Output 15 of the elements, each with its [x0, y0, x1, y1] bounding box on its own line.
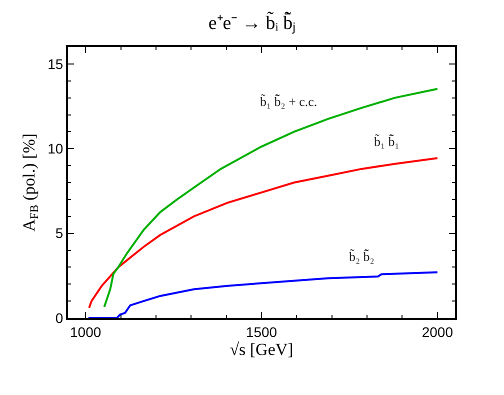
- series-label: b̃₂ b̃̄₂: [349, 249, 374, 264]
- line-series: [103, 88, 438, 308]
- series-label: b̃₁ b̃̄₂ + c.c.: [260, 94, 318, 110]
- y-tick-label: 5: [55, 225, 64, 242]
- chart-title: e⁺e⁻ → b̃ᵢ b̃̄ⱼ: [208, 12, 296, 34]
- x-tick-label: 1000: [70, 324, 102, 340]
- y-tick-label: 0: [55, 310, 64, 326]
- series-label: b̃₁ b̃̄₁: [374, 134, 400, 150]
- y-tick-label: 10: [48, 140, 64, 157]
- x-tick-label: 2000: [422, 324, 454, 340]
- x-tick-label: 1500: [246, 324, 278, 340]
- y-tick-label: 15: [48, 56, 64, 72]
- line-series: [88, 157, 438, 309]
- x-axis-title: √s [GeV]: [230, 340, 294, 359]
- line-series: [87, 271, 438, 318]
